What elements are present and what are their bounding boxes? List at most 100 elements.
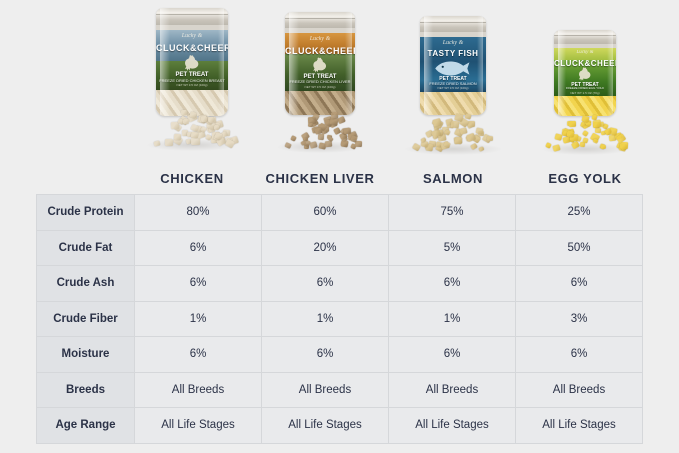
row-label-moisture: Moisture <box>36 336 135 373</box>
jar-chicken: Lucky & CLUCK&CHEER PET TREAT FREEZE DRIED … <box>156 8 228 116</box>
jar-brand-text: TASTY FISH <box>427 49 479 58</box>
table-cell: 20% <box>261 229 389 266</box>
table-cell: 6% <box>261 336 389 373</box>
jar-sub-text-2: FREEZE DRIED SALMON <box>429 81 477 86</box>
jar-net-weight-text: NET WT 3.5 OZ (100g) <box>304 85 336 89</box>
table-cell: 3% <box>515 300 643 337</box>
table-row: Crude Fiber 1% 1% 1% 3% <box>36 300 643 337</box>
table-cell: 1% <box>388 300 516 337</box>
product-chicken-liver: Lucky & CLUCK&CHEER PET TREAT FREEZE DRIED … <box>255 0 385 165</box>
table-cell: All Life Stages <box>515 407 643 444</box>
table-cell: All Life Stages <box>388 407 516 444</box>
table-cell: All Breeds <box>134 371 262 408</box>
table-cell: All Life Stages <box>261 407 389 444</box>
table-row: Crude Ash 6% 6% 6% 6% <box>36 265 643 302</box>
product-salmon: Lucky & TASTY FISH PET TREAT FREEZE DRIED S… <box>388 0 518 165</box>
jar-sub-text: PET TREAT <box>571 82 599 88</box>
chicken-silhouette-icon <box>313 57 327 73</box>
row-label-crude-fiber: Crude Fiber <box>36 300 135 337</box>
treat-pile-chicken-liver <box>276 110 364 153</box>
jar-script-text: Lucky & <box>309 36 331 42</box>
column-header-chicken-liver: CHICKEN LIVER <box>265 171 375 186</box>
row-label-crude-fat: Crude Fat <box>36 229 135 266</box>
table-cell: 6% <box>515 265 643 302</box>
chicken-silhouette-icon <box>184 55 199 71</box>
table-cell: All Breeds <box>388 371 516 408</box>
jar-script-text: Lucky & <box>181 33 203 39</box>
jar-brand-text: CLUCK&CHEER <box>285 46 355 56</box>
jar-artwork <box>433 59 474 83</box>
table-cell: 6% <box>134 336 262 373</box>
jar-artwork <box>310 56 331 81</box>
jar-artwork <box>576 67 595 88</box>
label-sky <box>285 33 355 56</box>
product-jar: Lucky & TASTY FISH PET TREAT FREEZE DRIED S… <box>420 16 486 115</box>
treat-cube <box>330 111 339 119</box>
row-label-crude-protein: Crude Protein <box>36 194 135 231</box>
jar-contents <box>420 92 486 115</box>
jar-egg-yolk: Lucky & CLUCK&CHEER PET TREAT FREEZE DRIED … <box>554 30 616 116</box>
table-cell: 80% <box>134 194 262 231</box>
treat-cube <box>600 144 606 150</box>
jar-net-weight-text: NET WT 3.5 OZ (100g) <box>176 83 208 87</box>
row-label-age-range: Age Range <box>36 407 135 444</box>
table-cell: 1% <box>134 300 262 337</box>
table-cell: All Breeds <box>261 371 389 408</box>
treat-cube <box>566 130 575 137</box>
jar-lid <box>285 12 355 28</box>
product-image-strip: Lucky & CLUCK&CHEER PET TREAT FREEZE DRIED … <box>0 0 679 165</box>
product-jar: Lucky & CLUCK&CHEER PET TREAT FREEZE DRIED … <box>156 8 228 116</box>
table-cell: 75% <box>388 194 516 231</box>
table-cell: 6% <box>388 336 516 373</box>
table-cell: All Breeds <box>515 371 643 408</box>
treat-cube <box>450 120 460 129</box>
jar-lid <box>420 16 486 32</box>
jar-sub-text-2: FREEZE DRIED CHICKEN BREAST <box>159 78 225 83</box>
treat-pile-egg-yolk <box>541 112 629 155</box>
product-chicken: Lucky & CLUCK&CHEER PET TREAT FREEZE DRIED … <box>127 0 257 165</box>
treat-cube <box>317 133 325 140</box>
product-egg-yolk: Lucky & CLUCK&CHEER PET TREAT FREEZE DRIED … <box>520 0 650 165</box>
jar-contents <box>554 96 616 116</box>
jar-sub-text: PET TREAT <box>303 74 337 80</box>
treat-pile-salmon <box>404 112 502 155</box>
treat-cube <box>180 110 188 116</box>
treat-cube <box>207 116 215 123</box>
row-label-breeds: Breeds <box>36 371 135 408</box>
jar-brand-text: CLUCK&CHEER <box>156 43 228 53</box>
jar-sub-text: PET TREAT <box>439 76 467 82</box>
jar-net-weight-text: NET WT 3.5 OZ (100g) <box>437 86 469 90</box>
jar-script-text: Lucky & <box>442 40 464 46</box>
table-cell: 6% <box>261 265 389 302</box>
treat-cube <box>183 118 190 125</box>
table-cell: All Life Stages <box>134 407 262 444</box>
jar-net-weight-text: NET WT 2.5 OZ (70g) <box>570 91 600 95</box>
jar-sub-text-2: FREEZE DRIED CHICKEN LIVER <box>289 79 351 84</box>
treat-cube <box>487 136 494 142</box>
row-label-crude-ash: Crude Ash <box>36 265 135 302</box>
jar-sub-text: PET TREAT <box>175 72 209 78</box>
table-cell: 5% <box>388 229 516 266</box>
treat-cube <box>173 133 181 141</box>
column-header-egg-yolk: EGG YOLK <box>548 171 622 186</box>
jar-lid <box>554 30 616 44</box>
fish-silhouette-icon <box>435 61 470 76</box>
treat-cube <box>592 118 602 127</box>
table-cell: 6% <box>388 265 516 302</box>
treat-cube <box>569 120 577 127</box>
jar-label: Lucky & CLUCK&CHEER PET TREAT FREEZE DRIED … <box>156 30 228 90</box>
jar-script-text: Lucky & <box>576 50 594 55</box>
treat-cube <box>164 139 173 147</box>
jar-sub-text-2: FREEZE DRIED EGG YOLK <box>565 86 605 90</box>
product-jar: Lucky & CLUCK&CHEER PET TREAT FREEZE DRIED … <box>554 30 616 116</box>
table-row: Age Range All Life Stages All Life Stages A… <box>36 407 643 444</box>
table-cell: 6% <box>134 265 262 302</box>
treat-cube <box>343 127 352 134</box>
table-cell: 60% <box>261 194 389 231</box>
table-row: Crude Protein 80% 60% 75% 25% <box>36 194 643 231</box>
table-cell: 50% <box>515 229 643 266</box>
treat-cube <box>200 115 208 123</box>
label-sky <box>554 48 616 63</box>
table-row: Breeds All Breeds All Breeds All Breeds All … <box>36 371 643 408</box>
column-header-salmon: SALMON <box>423 171 483 186</box>
